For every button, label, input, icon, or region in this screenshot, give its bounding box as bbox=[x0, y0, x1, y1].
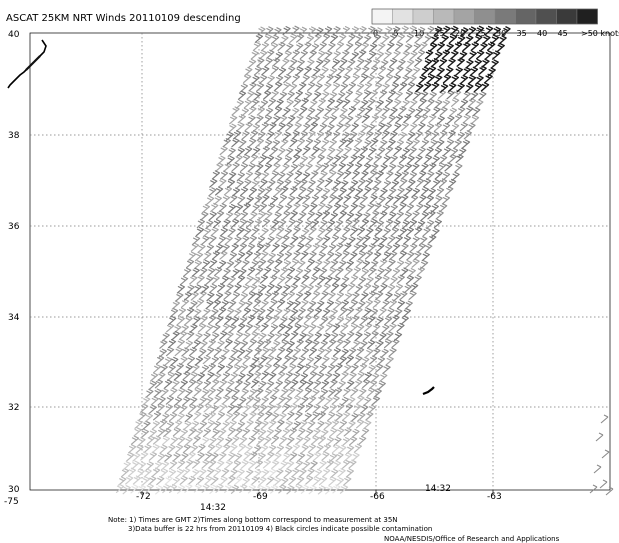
lat-label-36: 36 bbox=[8, 222, 20, 232]
footnote-line-1: Note: 1) Times are GMT 2)Times along bot… bbox=[108, 516, 398, 524]
lon-label-63: -63 bbox=[487, 492, 502, 502]
legend-swatch bbox=[433, 8, 455, 25]
legend-label: 20 bbox=[455, 29, 465, 38]
lat-label-40: 40 bbox=[8, 30, 20, 40]
wind-barb-swath bbox=[115, 25, 511, 495]
lon-label-75: -75 bbox=[4, 497, 19, 507]
legend-swatch bbox=[576, 8, 598, 25]
lat-label-34: 34 bbox=[8, 313, 20, 323]
bermuda-island bbox=[422, 386, 435, 396]
legend-label: 35 bbox=[517, 29, 527, 38]
legend-label: 0 bbox=[373, 29, 378, 38]
legend-label: >50 knots bbox=[581, 29, 619, 38]
wind-barb-group bbox=[130, 25, 484, 470]
edge-wind-barbs bbox=[589, 414, 614, 496]
legend-label: 45 bbox=[558, 29, 568, 38]
legend-swatch bbox=[556, 8, 578, 25]
lon-label-72: -72 bbox=[136, 492, 151, 502]
footnote-line-2: 3)Data buffer is 22 hrs from 20110109 4)… bbox=[128, 525, 432, 533]
map-title: ASCAT 25KM NRT Winds 20110109 descending bbox=[6, 13, 241, 24]
legend-swatch bbox=[494, 8, 516, 25]
credit-line: NOAA/NESDIS/Office of Research and Appli… bbox=[384, 535, 560, 543]
legend-frame bbox=[371, 8, 598, 25]
wind-barb-group bbox=[423, 25, 507, 93]
lat-label-30: 30 bbox=[8, 485, 20, 495]
legend-label: 30 bbox=[496, 29, 506, 38]
lat-label-32: 32 bbox=[8, 403, 19, 413]
legend-swatch bbox=[392, 8, 414, 25]
pass-time-label-right: 14:32 bbox=[425, 484, 451, 494]
wind-barb-group bbox=[142, 25, 476, 431]
legend-label: 25 bbox=[476, 29, 486, 38]
legend-label: 40 bbox=[537, 29, 547, 38]
lon-label-69: -69 bbox=[253, 492, 268, 502]
wind-barb-group bbox=[415, 25, 511, 93]
legend-swatch bbox=[412, 8, 434, 25]
legend-label: 5 bbox=[394, 29, 399, 38]
wind-barb-group bbox=[164, 26, 487, 390]
pass-time-label-left: 14:32 bbox=[200, 503, 226, 513]
wind-speed-legend: 0 5 10 15 20 25 30 35 40 45 >50 knots bbox=[371, 8, 619, 38]
legend-swatch bbox=[535, 8, 557, 25]
legend-swatch bbox=[371, 8, 393, 25]
lat-label-38: 38 bbox=[8, 131, 20, 141]
wind-barb-group bbox=[423, 25, 494, 92]
edge-barb-path bbox=[589, 414, 614, 496]
wind-barb-group bbox=[130, 468, 341, 495]
legend-swatch bbox=[453, 8, 475, 25]
wind-barb-group bbox=[115, 436, 360, 495]
coastal-wind-barbs bbox=[25, 55, 41, 71]
legend-swatch bbox=[515, 8, 537, 25]
lon-label-66: -66 bbox=[370, 492, 385, 502]
legend-swatch bbox=[474, 8, 496, 25]
legend-label: 15 bbox=[435, 29, 445, 38]
coastline bbox=[7, 39, 47, 89]
wind-barb-group bbox=[118, 395, 372, 495]
